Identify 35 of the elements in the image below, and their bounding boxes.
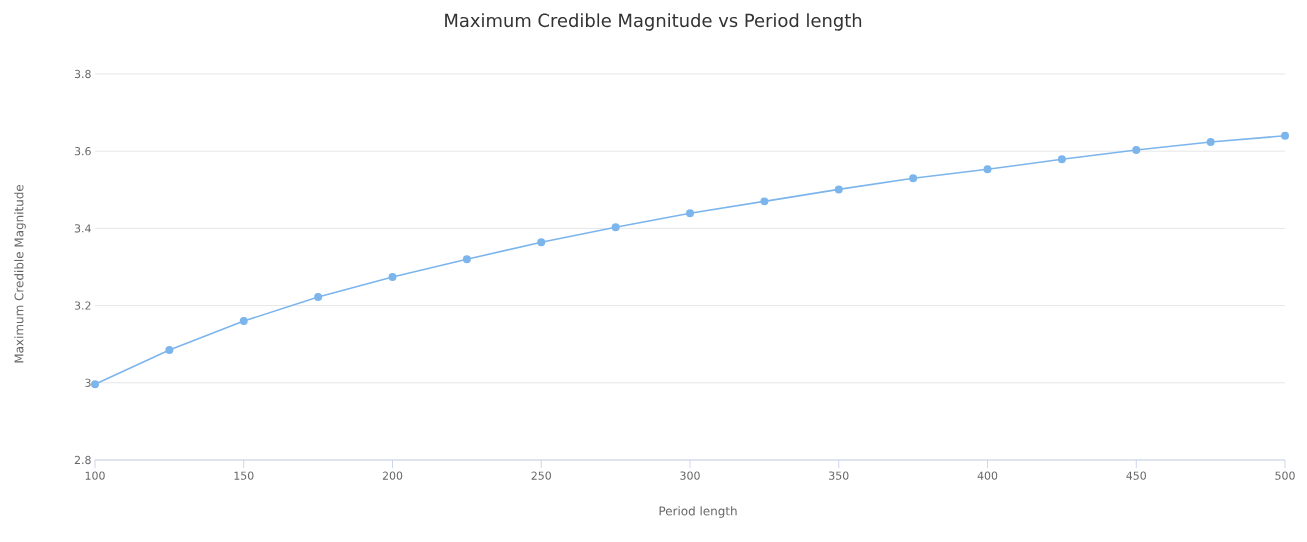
x-tick-label: 150 <box>234 471 254 480</box>
x-tick-label: 300 <box>680 471 700 480</box>
x-tick-label: 350 <box>829 471 849 480</box>
y-tick-label: 3 <box>85 378 91 387</box>
x-tick-label: 250 <box>531 471 551 480</box>
point <box>537 238 546 247</box>
point <box>462 255 471 264</box>
point <box>239 317 248 326</box>
point <box>1281 131 1289 140</box>
point <box>388 273 397 282</box>
point <box>909 174 918 183</box>
point <box>983 165 992 174</box>
y-tick-label: 2.8 <box>74 455 91 465</box>
point <box>1206 137 1215 146</box>
chart-title: Maximum Credible Magnitude vs Period length <box>445 13 862 31</box>
point <box>611 223 620 232</box>
point <box>760 197 769 206</box>
point <box>314 293 323 302</box>
x-tick-label: 100 <box>85 471 105 480</box>
x-tick-label: 450 <box>1126 471 1146 480</box>
y-tick-label: 3.8 <box>74 69 91 79</box>
y-axis-title: Maximum Credible Magnitude <box>14 184 26 363</box>
y-tick-label: 3.6 <box>74 147 91 156</box>
point <box>1132 146 1141 155</box>
x-tick-label: 500 <box>1275 471 1295 480</box>
point <box>834 185 843 194</box>
y-tick-label: 3.2 <box>74 301 91 310</box>
x-tick-label: 200 <box>382 471 403 480</box>
x-tick-label: 400 <box>977 471 998 480</box>
y-tick-label: 3.4 <box>74 224 91 233</box>
point <box>91 380 99 389</box>
point <box>165 345 174 354</box>
point <box>686 209 694 218</box>
x-axis-title: Period length <box>659 506 737 518</box>
point <box>1057 155 1066 164</box>
